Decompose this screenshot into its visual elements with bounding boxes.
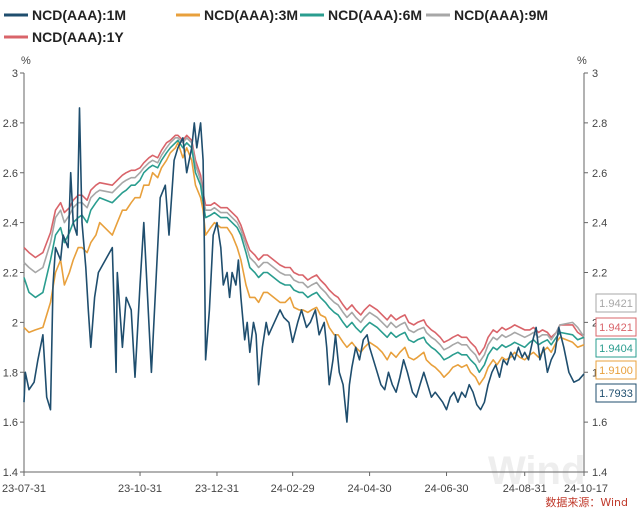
end-value-box — [595, 293, 637, 313]
series-line — [23, 134, 585, 356]
chart-legend: NCD(AAA):1M NCD(AAA):3M NCD(AAA):6M NCD(AAA… — [4, 7, 548, 45]
x-tick-label: 24-08-31 — [503, 483, 547, 495]
end-value-label: 1.9404 — [599, 343, 633, 355]
y-tick-label-left: 1.8 — [3, 367, 18, 379]
y-tick-label-left: 1.6 — [3, 417, 18, 429]
end-value-box — [595, 338, 637, 358]
y-tick-label-right: 2.2 — [592, 268, 607, 280]
series-layer — [23, 107, 585, 423]
series-line — [23, 107, 585, 423]
y-tick-label-right: 2.8 — [592, 118, 607, 130]
end-value-label: 1.9421 — [599, 298, 633, 310]
chart-axes: 1.41.41.61.61.81.8222.22.22.42.42.62.62.… — [2, 68, 608, 495]
y-tick-label-left: 2 — [12, 317, 18, 329]
y-tick-label-left: 2.6 — [3, 168, 18, 180]
series-line — [23, 137, 585, 364]
legend-label: NCD(AAA):6M — [328, 7, 422, 23]
end-value-label: 1.9100 — [599, 365, 633, 377]
y-tick-label-left: 3 — [12, 68, 18, 80]
y-tick-label-left: 1.4 — [3, 467, 18, 479]
end-value-box — [595, 317, 637, 337]
x-tick-label: 24-02-29 — [271, 483, 315, 495]
series-line — [23, 139, 585, 374]
y-axis-left-unit: % — [21, 55, 31, 67]
end-value-labels: 1.9421 1.9421 1.9404 1.9100 1.7933 — [595, 293, 637, 403]
x-tick-label: 24-06-30 — [424, 483, 468, 495]
source-note: 数据来源：Wind — [545, 495, 628, 509]
x-tick-label: 24-10-17 — [564, 483, 608, 495]
legend-label: NCD(AAA):1Y — [32, 29, 124, 45]
y-tick-label-left: 2.2 — [3, 268, 18, 280]
end-value-label: 1.7933 — [599, 388, 633, 400]
y-tick-label-right: 3 — [592, 68, 598, 80]
x-tick-label: 23-12-31 — [195, 483, 239, 495]
end-value-label: 1.9421 — [599, 322, 633, 334]
y-tick-label-left: 2.4 — [3, 218, 18, 230]
y-axis-right-unit: % — [577, 55, 587, 67]
y-tick-label-right: 2.4 — [592, 218, 607, 230]
x-tick-label: 24-04-30 — [348, 483, 392, 495]
y-tick-label-right: 2.6 — [592, 168, 607, 180]
legend-label: NCD(AAA):3M — [204, 7, 298, 23]
y-tick-label-right: 1.4 — [592, 467, 607, 479]
end-value-box — [595, 383, 637, 403]
legend-label: NCD(AAA):1M — [32, 7, 126, 23]
x-tick-label: 23-07-31 — [2, 483, 46, 495]
x-tick-label: 23-10-31 — [118, 483, 162, 495]
y-tick-label-right: 1.6 — [592, 417, 607, 429]
legend-label: NCD(AAA):9M — [454, 7, 548, 23]
end-value-box — [595, 360, 637, 380]
y-tick-label-right: 2 — [592, 317, 598, 329]
y-tick-label-left: 2.8 — [3, 118, 18, 130]
wind-watermark: Wind — [488, 449, 585, 493]
series-line — [23, 142, 585, 386]
